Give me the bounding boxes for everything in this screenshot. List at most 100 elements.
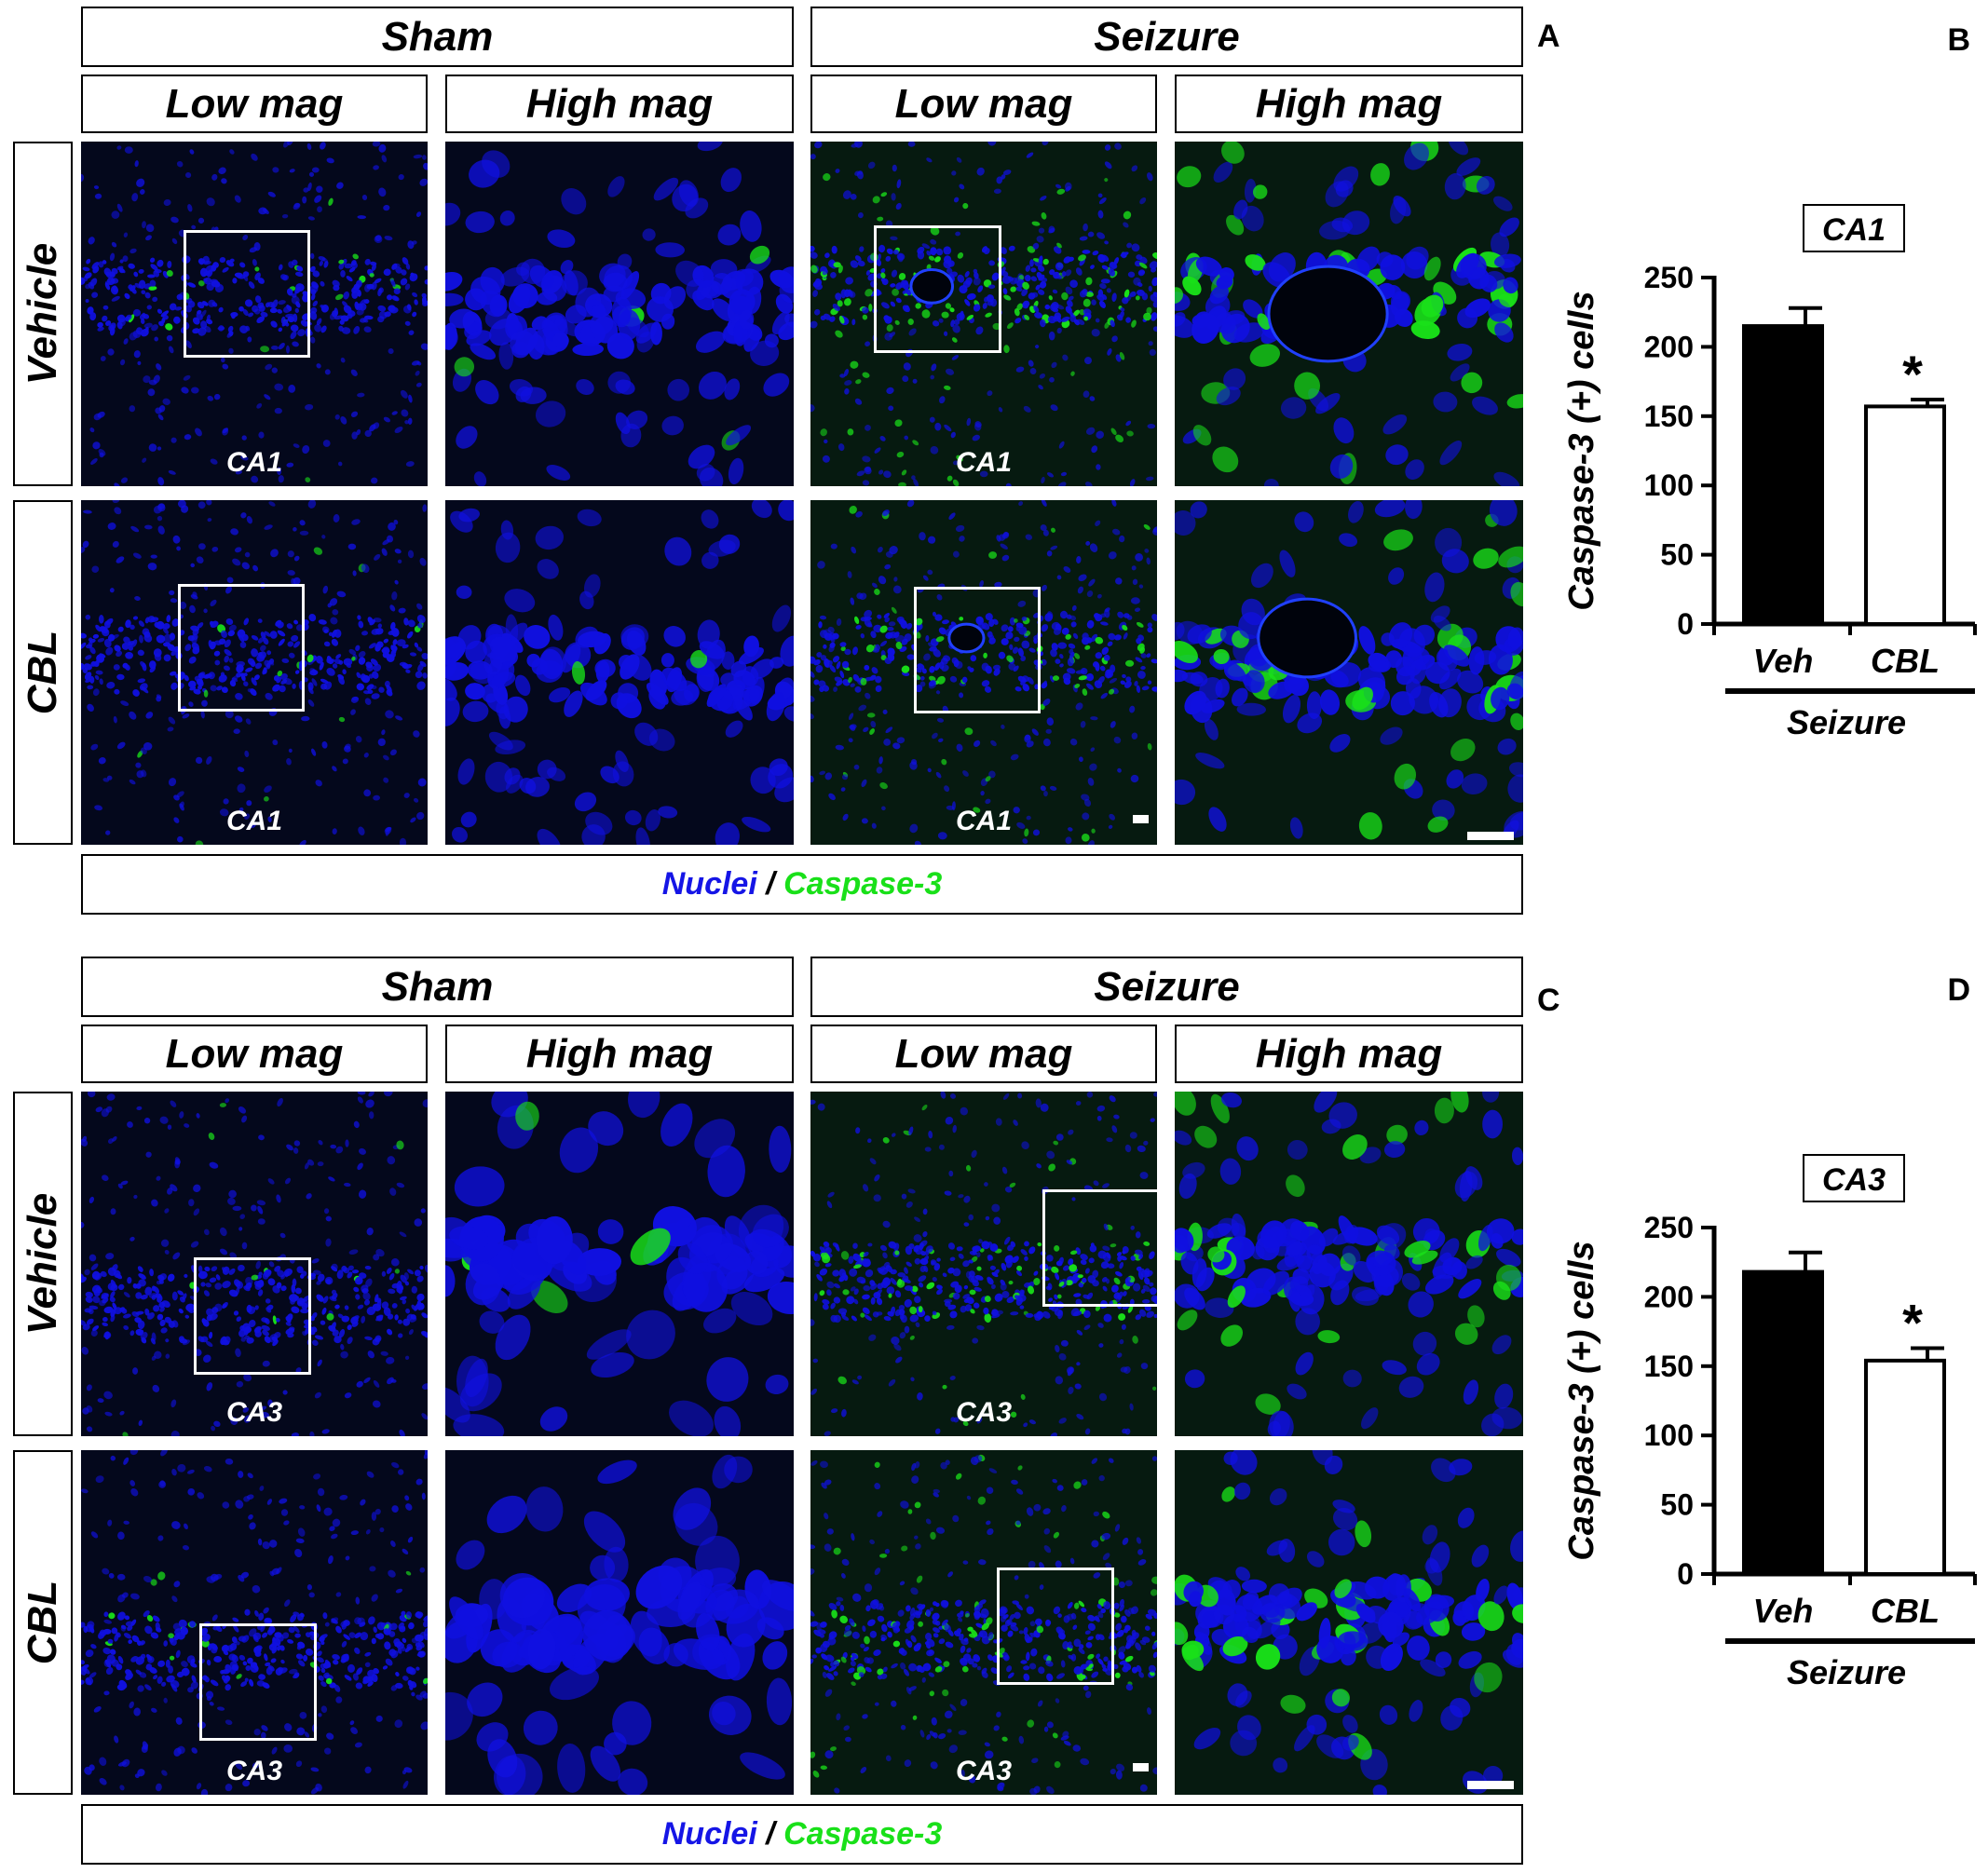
- group-label: Seizure: [1787, 1653, 1906, 1691]
- micrograph-seizure-cbl-low: CA1: [810, 500, 1157, 845]
- tissue-texture: [1175, 1092, 1523, 1436]
- significance-marker: *: [1902, 345, 1923, 403]
- mag-label-sham-low: Low mag: [81, 1025, 428, 1083]
- legend-separator: /: [757, 866, 783, 903]
- region-label: CA3: [81, 1397, 428, 1429]
- inset-box: [184, 230, 310, 358]
- y-tick-label: 0: [1677, 1557, 1694, 1591]
- region-label: CA1: [81, 447, 428, 479]
- tissue-texture: [81, 1450, 428, 1795]
- micrograph-seizure-vehicle-low: CA3: [810, 1092, 1157, 1436]
- inset-box: [1042, 1189, 1157, 1307]
- micrograph-seizure-vehicle-high: [1175, 1092, 1523, 1436]
- inset-box: [194, 1257, 311, 1375]
- x-tick-label: CBL: [1871, 642, 1940, 680]
- region-label: CA3: [810, 1397, 1157, 1429]
- scale-bar: [1467, 832, 1514, 840]
- mag-label-seizure-high: High mag: [1175, 1025, 1523, 1083]
- mag-label-seizure-high: High mag: [1175, 75, 1523, 133]
- panel-letter: D: [1947, 972, 1970, 1008]
- bar-cbl: [1866, 1361, 1944, 1574]
- chart-title: CA1: [1822, 212, 1886, 248]
- tissue-texture: [1175, 1450, 1523, 1795]
- inset-box: [874, 225, 1001, 353]
- tissue-texture: [445, 500, 794, 845]
- y-tick-label: 0: [1677, 607, 1694, 641]
- micrograph-sham-cbl-high: [445, 1450, 794, 1795]
- inset-box: [914, 587, 1041, 713]
- inset-box: [199, 1623, 317, 1741]
- x-tick-label: Veh: [1753, 1592, 1814, 1630]
- y-tick-label: 250: [1644, 261, 1694, 294]
- chart-d: D CA3 0 50 100 150 200 250 Caspase-3 (+) cells Ve…: [1546, 950, 1988, 1868]
- chart-title: CA3: [1822, 1162, 1886, 1198]
- tissue-texture: [445, 1092, 794, 1436]
- mag-label-seizure-low: Low mag: [810, 1025, 1157, 1083]
- inset-box: [178, 584, 305, 712]
- tissue-texture: [1175, 142, 1523, 486]
- inset-box: [997, 1568, 1114, 1685]
- stain-legend: Nuclei / Caspase-3: [81, 854, 1523, 915]
- row-label-vehicle: Vehicle: [13, 1092, 73, 1436]
- bar-cbl: [1866, 406, 1944, 624]
- y-tick-label: 100: [1644, 468, 1694, 502]
- y-tick-label: 50: [1660, 1488, 1694, 1522]
- panel-letter: B: [1947, 22, 1970, 58]
- micrograph-sham-vehicle-low: CA1: [81, 142, 428, 486]
- x-tick-label: CBL: [1871, 1592, 1940, 1630]
- micrograph-seizure-cbl-high: [1175, 1450, 1523, 1795]
- micrograph-seizure-cbl-low: CA3: [810, 1450, 1157, 1795]
- micrograph-sham-vehicle-high: [445, 1092, 794, 1436]
- group-label-sham: Sham: [81, 957, 794, 1017]
- legend-nuclei: Nuclei: [662, 866, 757, 903]
- row-label-cbl: CBL: [13, 1450, 73, 1795]
- region-label: CA3: [810, 1756, 1157, 1787]
- y-tick-label: 150: [1644, 1350, 1694, 1383]
- micrograph-sham-cbl-low: CA3: [81, 1450, 428, 1795]
- region-label: CA3: [81, 1756, 428, 1787]
- micrograph-sham-cbl-low: CA1: [81, 500, 428, 845]
- micrograph-sham-vehicle-high: [445, 142, 794, 486]
- legend-caspase: Caspase-3: [783, 1816, 942, 1853]
- tissue-texture: [445, 142, 794, 486]
- group-label-sham: Sham: [81, 7, 794, 67]
- scale-bar: [1467, 1781, 1514, 1789]
- y-tick-label: 150: [1644, 400, 1694, 433]
- tissue-texture: [1175, 500, 1523, 845]
- scale-bar: [1133, 815, 1149, 823]
- y-tick-label: 250: [1644, 1211, 1694, 1244]
- mag-label-seizure-low: Low mag: [810, 75, 1157, 133]
- micrograph-seizure-cbl-high: [1175, 500, 1523, 845]
- tissue-texture: [445, 1450, 794, 1795]
- y-tick-label: 100: [1644, 1418, 1694, 1452]
- legend-nuclei: Nuclei: [662, 1816, 757, 1853]
- bar-veh: [1744, 326, 1822, 624]
- stain-legend: Nuclei / Caspase-3: [81, 1804, 1523, 1865]
- y-tick-label: 200: [1644, 330, 1694, 363]
- mag-label-sham-high: High mag: [445, 75, 794, 133]
- mag-label-sham-high: High mag: [445, 1025, 794, 1083]
- row-label-cbl: CBL: [13, 500, 73, 845]
- bar-chart-svg: D CA3 0 50 100 150 200 250 Caspase-3 (+) cells Ve…: [1546, 950, 1988, 1868]
- legend-separator: /: [757, 1816, 783, 1853]
- significance-marker: *: [1902, 1293, 1923, 1351]
- legend-caspase: Caspase-3: [783, 866, 942, 903]
- micrograph-seizure-vehicle-high: [1175, 142, 1523, 486]
- mag-label-sham-low: Low mag: [81, 75, 428, 133]
- region-label: CA1: [810, 447, 1157, 479]
- region-label: CA1: [81, 806, 428, 837]
- group-label-seizure: Seizure: [810, 957, 1523, 1017]
- bar-veh: [1744, 1272, 1822, 1574]
- group-label: Seizure: [1787, 703, 1906, 741]
- y-axis-label: Caspase-3 (+) cells: [1562, 1241, 1601, 1560]
- row-label-vehicle: Vehicle: [13, 142, 73, 486]
- scale-bar: [1133, 1763, 1149, 1771]
- micrograph-sham-cbl-high: [445, 500, 794, 845]
- micrograph-sham-vehicle-low: CA3: [81, 1092, 428, 1436]
- y-tick-label: 200: [1644, 1280, 1694, 1313]
- region-label: CA1: [810, 806, 1157, 837]
- y-tick-label: 50: [1660, 538, 1694, 572]
- x-tick-label: Veh: [1753, 642, 1814, 680]
